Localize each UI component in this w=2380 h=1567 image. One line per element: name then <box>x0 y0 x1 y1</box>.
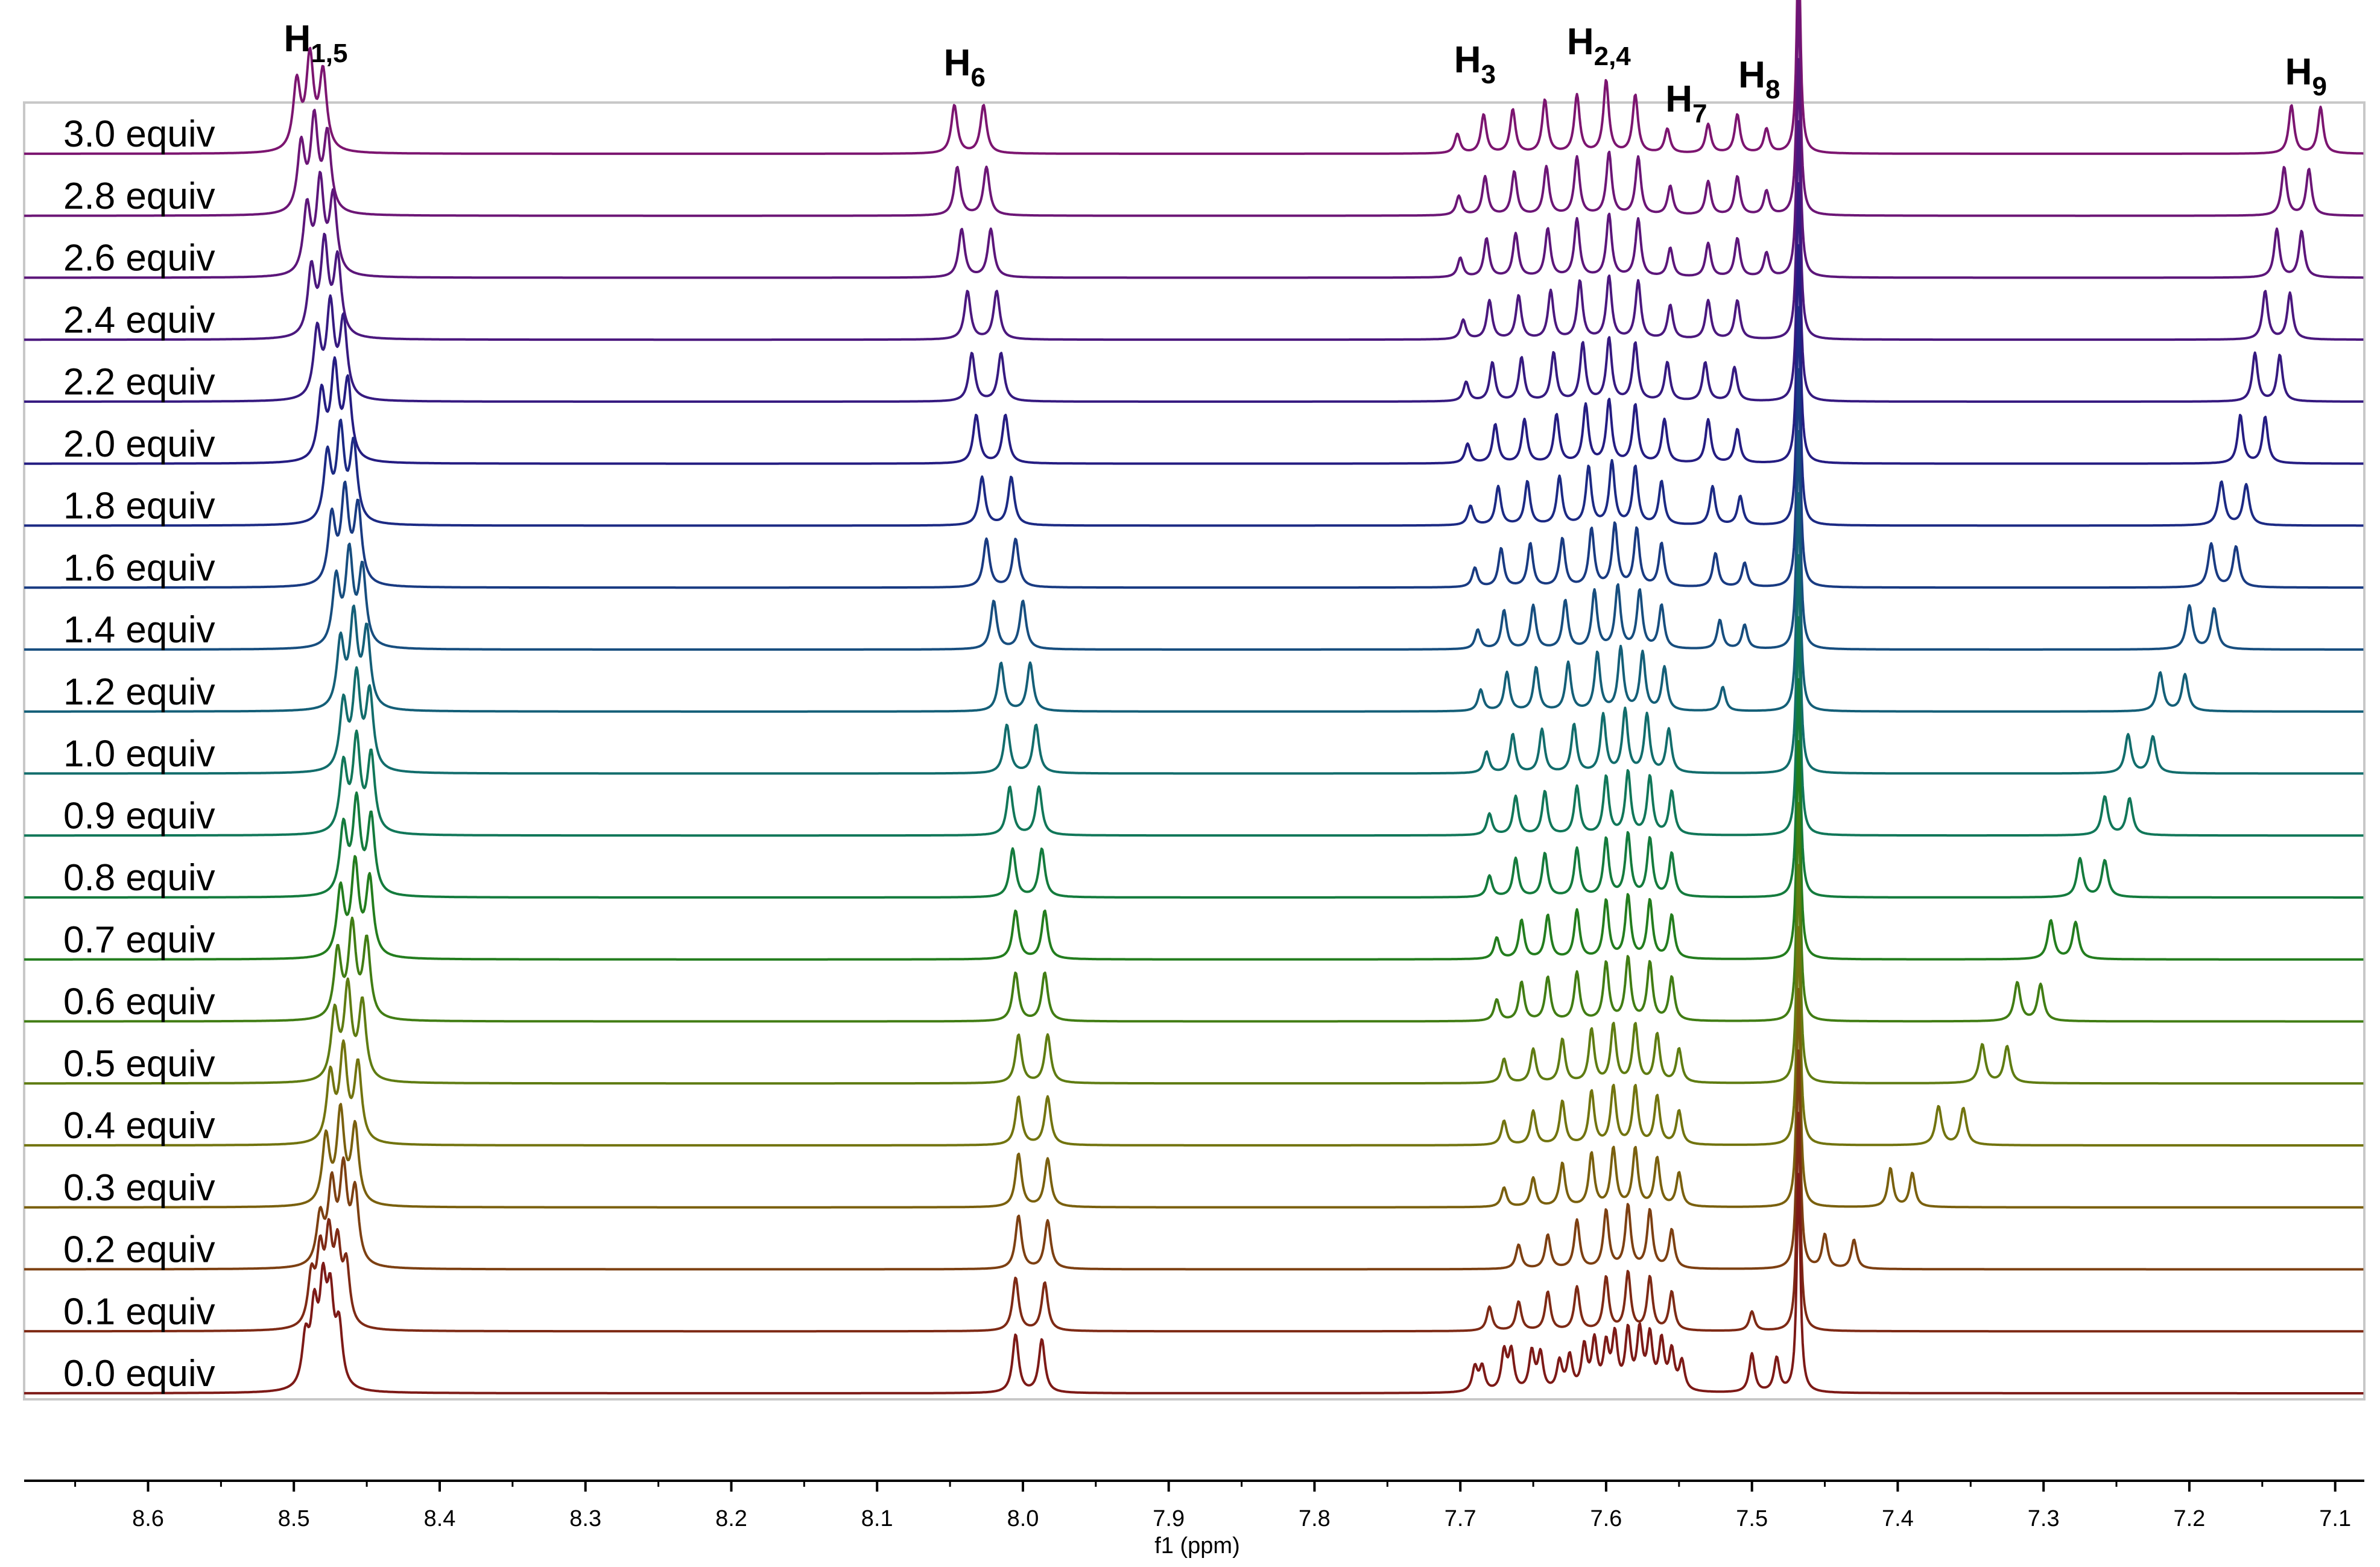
x-tick-label: 8.3 <box>569 1506 601 1531</box>
x-tick-label: 7.8 <box>1299 1506 1331 1531</box>
equiv-label: 1.8 equiv <box>63 486 215 527</box>
x-tick-label: 7.4 <box>1882 1506 1914 1531</box>
x-tick-label: 7.9 <box>1153 1506 1185 1531</box>
spectrum-trace <box>24 244 2364 465</box>
peak-label: H8 <box>1738 54 1780 104</box>
spectrum-trace <box>24 802 2364 1023</box>
spectrum-trace <box>24 58 2364 279</box>
peak-label: H2,4 <box>1567 21 1631 71</box>
x-tick-label: 8.5 <box>278 1506 310 1531</box>
equiv-label: 2.0 equiv <box>63 423 215 465</box>
equiv-label: 0.2 equiv <box>63 1229 215 1271</box>
x-tick-label: 8.0 <box>1007 1506 1039 1531</box>
peak-label: H3 <box>1454 39 1496 89</box>
spectrum-trace <box>24 0 2364 217</box>
equiv-label: 0.3 equiv <box>63 1167 215 1209</box>
equiv-label: 0.1 equiv <box>63 1291 215 1332</box>
x-tick-label: 7.6 <box>1590 1506 1622 1531</box>
equiv-label: 0.4 equiv <box>63 1105 215 1147</box>
equiv-label: 2.6 equiv <box>63 238 215 279</box>
spectrum-trace <box>24 554 2364 775</box>
x-axis: 8.6 8.5 8.4 8.3 8.2 8.1 8.0 7.9 7.8 7.7 7.6 7.5 7.4 7… <box>24 1480 2364 1559</box>
equiv-label: 0.7 equiv <box>63 919 215 961</box>
equiv-label: 3.0 equiv <box>63 113 215 155</box>
x-tick-label: 8.4 <box>424 1506 456 1531</box>
equiv-label: 2.8 equiv <box>63 176 215 217</box>
equiv-label: 1.2 equiv <box>63 671 215 713</box>
spectrum-trace <box>24 987 2364 1209</box>
spectra-traces <box>24 0 2364 1394</box>
x-tick-label: 7.3 <box>2028 1506 2060 1531</box>
equiv-label: 0.5 equiv <box>63 1043 215 1084</box>
equiv-label: 1.0 equiv <box>63 733 215 775</box>
x-tick-label: 7.5 <box>1736 1506 1768 1531</box>
peak-label: H9 <box>2285 51 2327 101</box>
spectrum-trace <box>24 430 2364 651</box>
x-tick-label: 7.1 <box>2319 1506 2351 1531</box>
x-tick-label: 7.2 <box>2173 1506 2205 1531</box>
spectrum-trace <box>24 1049 2364 1271</box>
spectrum-trace <box>24 1112 2364 1333</box>
equiv-label: 0.9 equiv <box>63 795 215 837</box>
spectrum-trace <box>24 0 2364 155</box>
equiv-label: 2.4 equiv <box>63 299 215 341</box>
spectrum-trace <box>24 306 2364 527</box>
x-axis-title: f1 (ppm) <box>1154 1533 1239 1559</box>
x-tick-label: 7.7 <box>1445 1506 1476 1531</box>
spectrum-trace <box>24 120 2364 341</box>
spectrum-trace <box>24 926 2364 1147</box>
spectrum-trace <box>24 492 2364 713</box>
peak-label: H7 <box>1665 78 1707 128</box>
spectrum-trace <box>24 678 2364 899</box>
spectrum-trace <box>24 864 2364 1085</box>
plot-frame <box>23 101 2366 1401</box>
spectrum-trace <box>24 1173 2364 1394</box>
equiv-label: 1.6 equiv <box>63 547 215 589</box>
spectrum-trace <box>24 616 2364 837</box>
equiv-labels: 3.0 equiv 2.8 equiv 2.6 equiv 2.4 equiv 2.2 … <box>63 113 215 1394</box>
spectrum-trace <box>24 740 2364 961</box>
spectrum-trace <box>24 368 2364 589</box>
peak-label: H6 <box>944 42 986 92</box>
equiv-label: 0.8 equiv <box>63 857 215 899</box>
equiv-label: 0.6 equiv <box>63 981 215 1023</box>
equiv-label: 0.0 equiv <box>63 1353 215 1394</box>
x-tick-label: 8.6 <box>132 1506 164 1531</box>
x-tick-label: 8.1 <box>861 1506 893 1531</box>
x-axis-ticks: 8.6 8.5 8.4 8.3 8.2 8.1 8.0 7.9 7.8 7.7 7.6 7.5 7.4 7… <box>74 1481 2351 1531</box>
spectrum-trace <box>24 182 2364 403</box>
peak-label: H1,5 <box>284 18 348 68</box>
peak-assignment-labels: H1,5 H6 H3 H2,4 H7 H8 H9 <box>284 18 2327 128</box>
equiv-label: 1.4 equiv <box>63 609 215 651</box>
x-tick-label: 8.2 <box>715 1506 747 1531</box>
equiv-label: 2.2 equiv <box>63 361 215 403</box>
